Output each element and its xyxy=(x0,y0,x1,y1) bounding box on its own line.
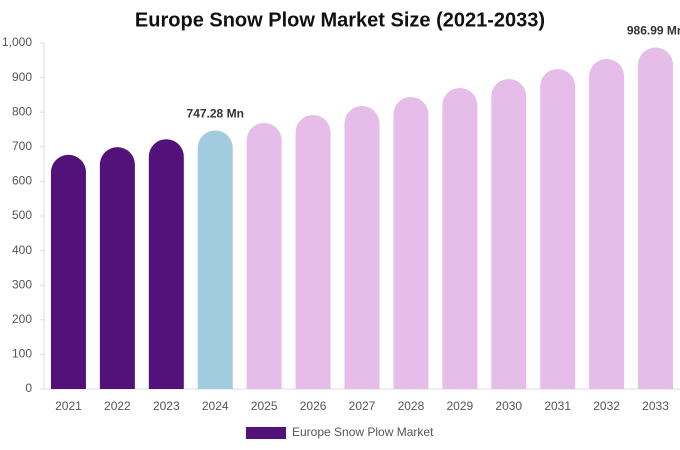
y-tick-label: 400 xyxy=(12,243,32,257)
y-tick-label: 200 xyxy=(12,312,32,326)
x-tick-label: 2029 xyxy=(446,399,473,413)
y-tick-label: 600 xyxy=(12,174,32,188)
x-tick-label: 2023 xyxy=(153,399,180,413)
x-tick-label: 2024 xyxy=(202,399,229,413)
y-tick-label: 700 xyxy=(12,139,32,153)
y-tick-label: 500 xyxy=(12,208,32,222)
bar xyxy=(99,147,135,389)
x-tick-label: 2025 xyxy=(251,399,278,413)
bar xyxy=(50,154,86,389)
bar xyxy=(638,47,674,389)
x-tick-label: 2032 xyxy=(593,399,620,413)
y-tick-label: 100 xyxy=(12,347,32,361)
x-tick-label: 2027 xyxy=(349,399,376,413)
x-tick-label: 2030 xyxy=(495,399,522,413)
x-tick-label: 2026 xyxy=(300,399,327,413)
legend-label: Europe Snow Plow Market xyxy=(292,425,434,439)
legend-swatch xyxy=(246,427,286,439)
bar xyxy=(197,130,233,390)
value-label: 986.99 Mn xyxy=(627,24,680,38)
y-tick-label: 900 xyxy=(12,70,32,84)
x-tick-label: 2022 xyxy=(104,399,131,413)
bar xyxy=(393,96,429,389)
y-tick-label: 1,000 xyxy=(2,35,32,49)
bar xyxy=(246,122,282,389)
x-tick-label: 2028 xyxy=(398,399,425,413)
y-tick-label: 300 xyxy=(12,277,32,291)
y-tick-label: 800 xyxy=(12,104,32,118)
bar xyxy=(344,105,380,390)
bar xyxy=(540,68,576,389)
chart-title: Europe Snow Plow Market Size (2021-2033) xyxy=(135,9,545,31)
y-tick-label: 0 xyxy=(25,381,32,395)
bar xyxy=(442,87,478,389)
x-tick-label: 2031 xyxy=(544,399,571,413)
x-tick-label: 2021 xyxy=(55,399,82,413)
bar xyxy=(589,58,625,389)
bar xyxy=(491,78,527,389)
bar xyxy=(295,114,331,389)
value-label: 747.28 Mn xyxy=(187,107,244,121)
x-tick-label: 2033 xyxy=(642,399,669,413)
bar xyxy=(148,139,184,389)
